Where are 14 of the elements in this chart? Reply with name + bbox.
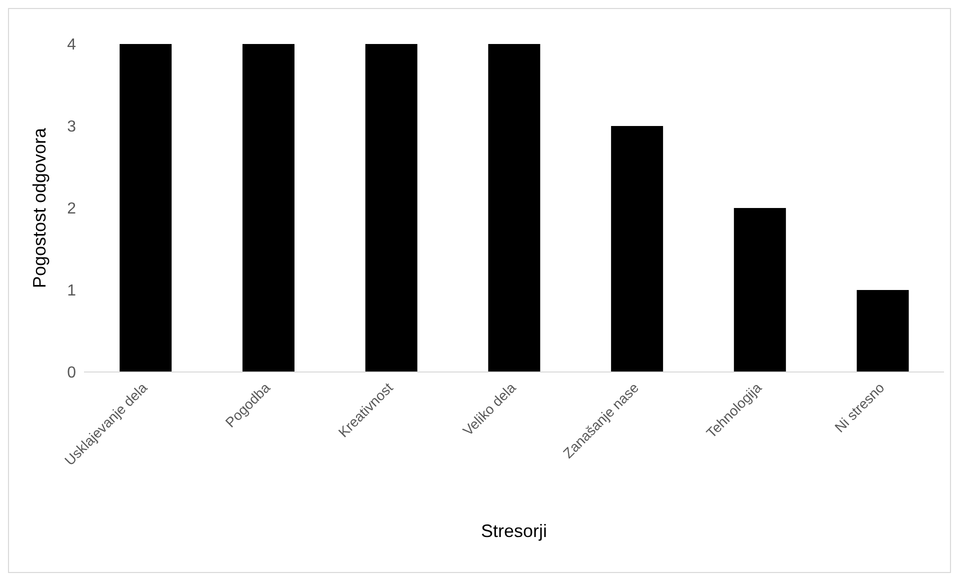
bar bbox=[120, 44, 172, 372]
bar bbox=[611, 126, 664, 372]
y-tick-label: 4 bbox=[67, 36, 76, 54]
y-tick-label: 2 bbox=[67, 200, 76, 218]
bar bbox=[365, 44, 418, 372]
bar bbox=[242, 44, 294, 372]
y-axis-title: Pogostost odgovora bbox=[29, 126, 50, 288]
x-axis-title: Stresorji bbox=[480, 521, 548, 541]
bar bbox=[734, 208, 786, 372]
y-tick-label: 3 bbox=[67, 118, 76, 136]
y-tick-label: 0 bbox=[67, 364, 76, 382]
bar bbox=[488, 44, 540, 372]
bar bbox=[856, 290, 909, 372]
y-tick-label: 1 bbox=[67, 282, 76, 300]
